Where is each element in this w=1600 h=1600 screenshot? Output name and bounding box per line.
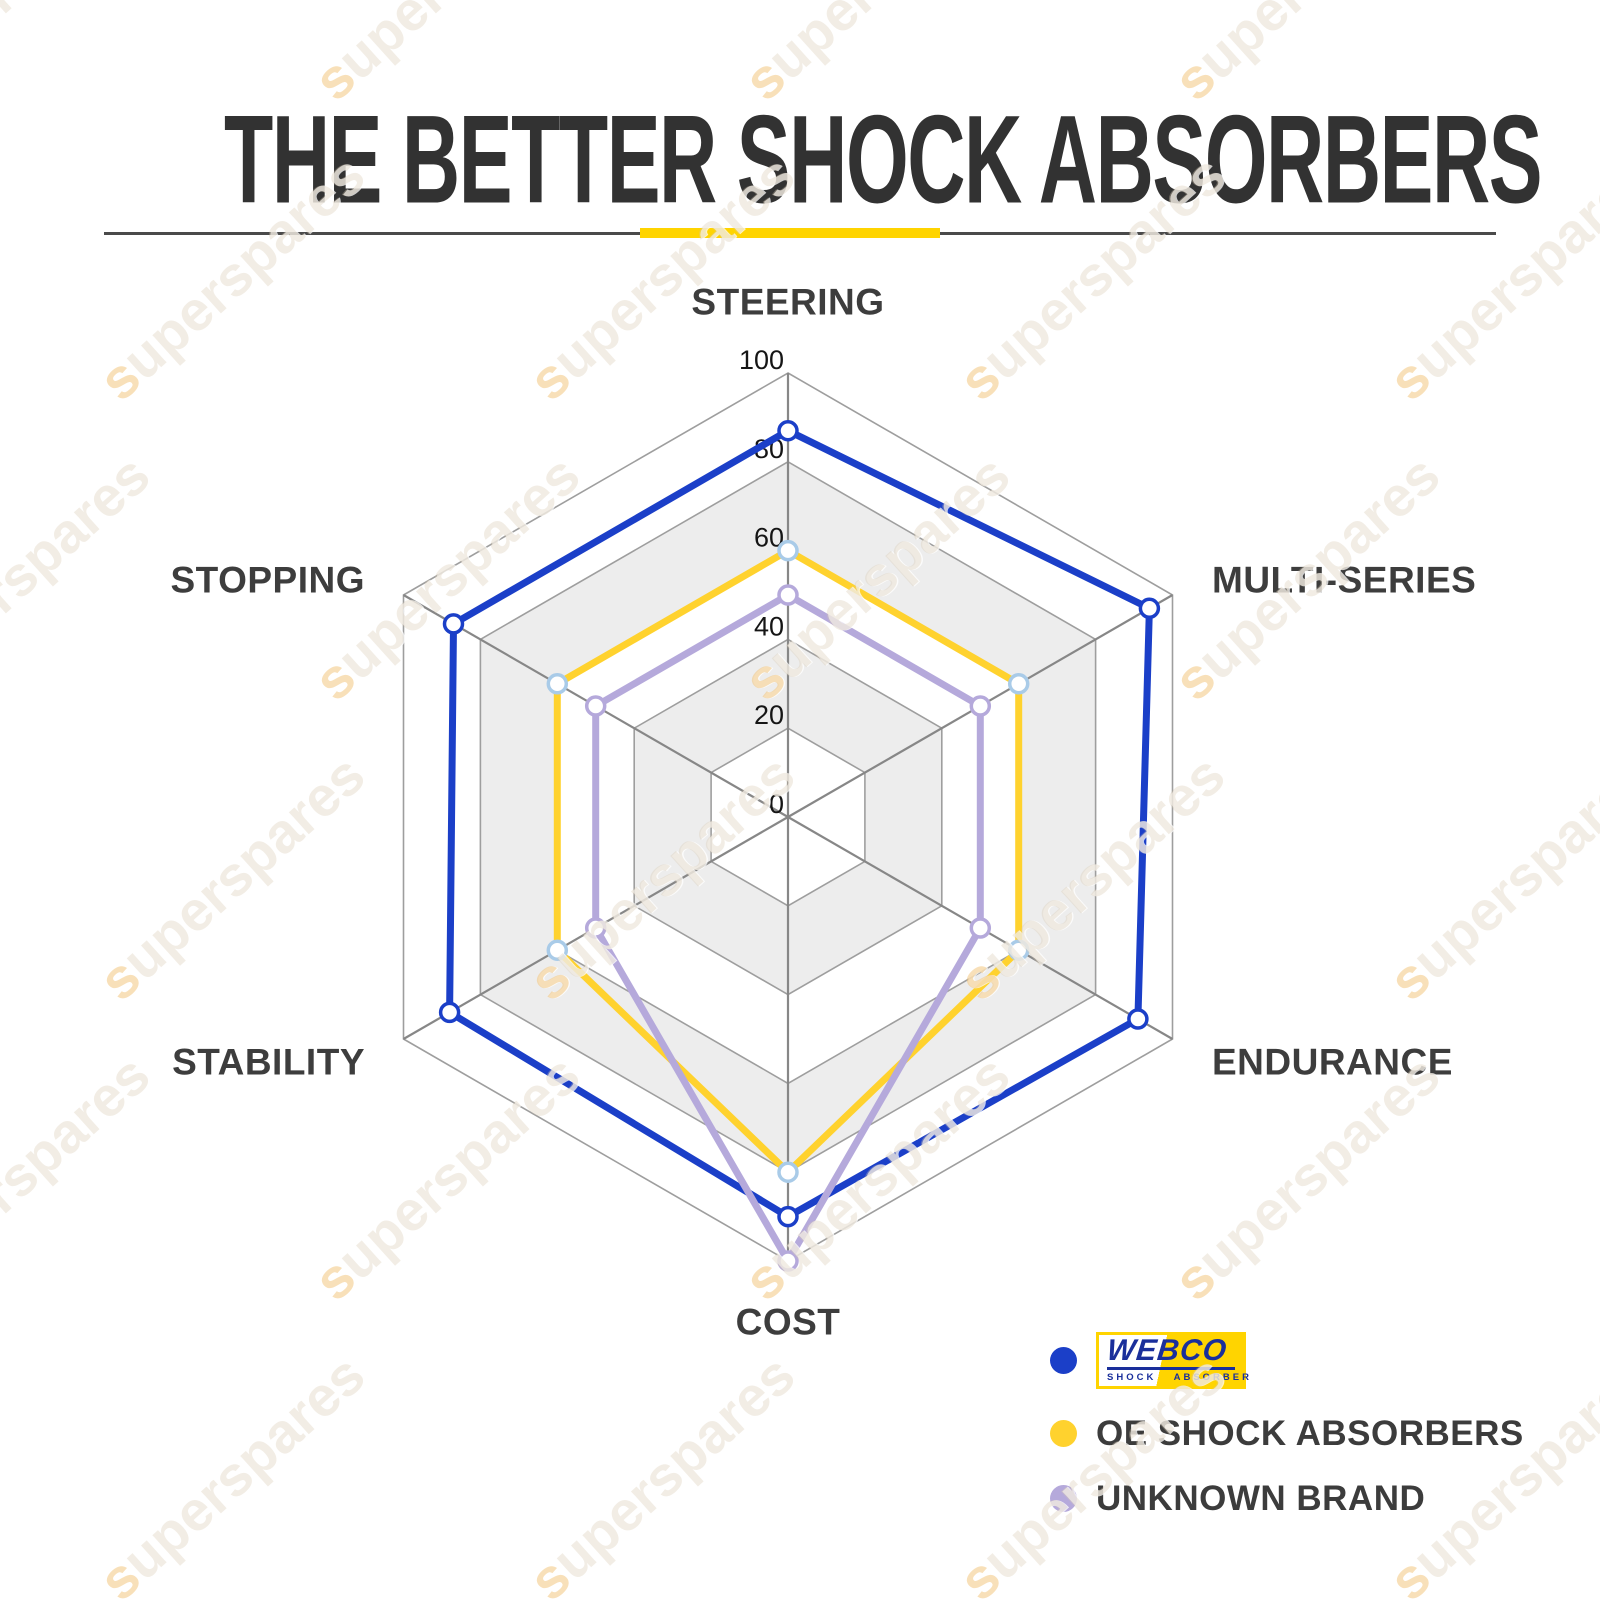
data-point-oe-shock-absorbers-steering <box>777 539 799 562</box>
data-point-webco-cost <box>777 1205 799 1228</box>
data-point-oe-shock-absorbers-stability <box>546 939 569 961</box>
tick-label-20: 20 <box>754 700 784 730</box>
data-point-webco-stability <box>438 1001 461 1024</box>
page-title: THE BETTER SHOCK ABSORBERS <box>224 89 1543 230</box>
data-point-unknown-brand-stability <box>584 917 607 939</box>
legend-item-webco: WEBCO SHOCK ABSORBER <box>1050 1332 1524 1389</box>
data-point-unknown-brand-endurance <box>969 917 992 939</box>
tick-label-100: 100 <box>739 345 784 375</box>
data-point-webco-steering <box>777 419 799 442</box>
webco-logo-brand: WEBCO <box>1105 1334 1229 1367</box>
webco-logo: WEBCO SHOCK ABSORBER <box>1096 1332 1252 1389</box>
data-point-webco-endurance <box>1127 1008 1149 1030</box>
data-point-unknown-brand-cost <box>777 1250 799 1272</box>
axis-label-stopping: STOPPING <box>170 560 365 601</box>
legend-dot-unknown <box>1050 1485 1077 1512</box>
webco-logo-subtitle: SHOCK ABSORBER <box>1107 1371 1252 1383</box>
webco-logo-rule <box>1107 1366 1235 1370</box>
data-point-oe-shock-absorbers-stopping <box>546 673 569 695</box>
tick-label-0: 0 <box>769 789 784 819</box>
legend-dot-webco <box>1050 1346 1077 1374</box>
legend-label-unknown: UNKNOWN BRAND <box>1096 1478 1426 1518</box>
axis-label-stability: STABILITY <box>172 1042 365 1083</box>
legend-dot-oe <box>1050 1420 1077 1447</box>
data-point-oe-shock-absorbers-endurance <box>1007 939 1030 961</box>
data-point-webco-stopping <box>442 613 465 635</box>
legend: WEBCO SHOCK ABSORBER OE SHOCK ABSORBERS … <box>1050 1332 1524 1519</box>
axis-label-cost: COST <box>736 1302 841 1343</box>
legend-item-unknown: UNKNOWN BRAND <box>1050 1479 1524 1519</box>
axis-label-steering: STEERING <box>691 282 884 323</box>
legend-item-oe: OE SHOCK ABSORBERS <box>1050 1414 1524 1454</box>
data-point-unknown-brand-stopping <box>584 695 607 717</box>
data-point-oe-shock-absorbers-cost <box>777 1161 799 1183</box>
data-point-webco-multi-series <box>1138 597 1161 620</box>
data-point-unknown-brand-multi-series <box>969 695 992 717</box>
tick-label-40: 40 <box>754 611 784 641</box>
axis-label-endurance: ENDURANCE <box>1212 1042 1453 1083</box>
divider-accent <box>640 228 940 238</box>
data-point-oe-shock-absorbers-multi-series <box>1007 673 1030 695</box>
data-point-unknown-brand-steering <box>777 584 799 606</box>
axis-label-multi-series: MULTI-SERIES <box>1212 560 1476 601</box>
legend-label-oe: OE SHOCK ABSORBERS <box>1096 1413 1524 1453</box>
